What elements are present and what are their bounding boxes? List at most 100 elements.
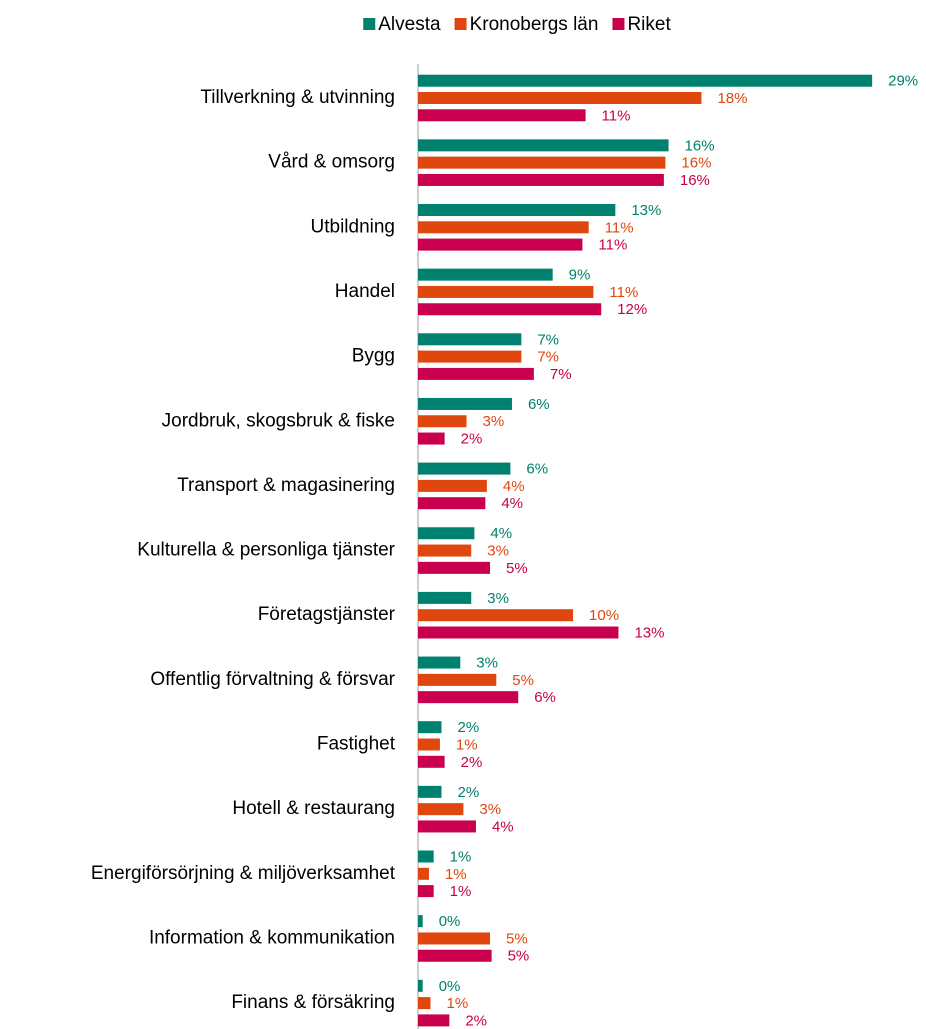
value-label: 4% — [503, 478, 525, 495]
category-label: Tillverkning & utvinning — [200, 87, 395, 108]
bar — [418, 609, 574, 622]
bar — [418, 204, 616, 216]
bar — [418, 268, 553, 281]
legend-swatch — [454, 18, 467, 30]
value-label: 2% — [465, 1012, 487, 1029]
category-label: Kulturella & personliga tjänster — [137, 540, 395, 561]
category-label: Offentlig förvaltning & försvar — [150, 669, 395, 690]
bar — [418, 691, 519, 704]
value-label: 3% — [487, 590, 509, 607]
value-label: 1% — [450, 848, 472, 865]
bar — [418, 156, 666, 169]
legend-label: Riket — [627, 14, 671, 35]
value-label: 2% — [461, 431, 483, 448]
category-label: Bygg — [352, 346, 395, 367]
value-label: 3% — [476, 655, 498, 672]
category-label: Fastighet — [317, 734, 396, 755]
value-label: 16% — [680, 172, 710, 189]
bar — [418, 1014, 450, 1027]
value-label: 6% — [534, 689, 556, 706]
bar — [418, 303, 602, 316]
value-label: 5% — [508, 948, 530, 965]
bar — [418, 867, 429, 880]
value-label: 5% — [506, 560, 528, 577]
value-label: 7% — [550, 366, 572, 383]
value-label: 9% — [569, 267, 591, 284]
legend-label: Kronobergs län — [470, 14, 599, 35]
category-label: Energiförsörjning & miljöverksamhet — [91, 863, 396, 884]
value-label: 4% — [501, 495, 523, 512]
bar — [418, 238, 583, 251]
value-label: 29% — [888, 73, 918, 90]
value-label: 0% — [439, 913, 461, 930]
value-label: 6% — [528, 396, 550, 413]
value-label: 2% — [461, 754, 483, 771]
bar — [418, 139, 669, 152]
bar — [418, 497, 486, 510]
category-label: Finans & försäkring — [231, 992, 395, 1013]
bar — [418, 527, 475, 540]
value-label: 7% — [537, 349, 559, 366]
value-label: 1% — [447, 995, 469, 1012]
bar — [418, 462, 511, 475]
bar — [418, 915, 423, 928]
bar — [418, 803, 464, 816]
value-label: 10% — [589, 607, 619, 624]
value-label: 6% — [526, 461, 548, 478]
bar — [418, 885, 434, 898]
bar — [418, 285, 594, 298]
value-label: 4% — [490, 525, 512, 542]
bar — [418, 74, 873, 87]
value-label: 4% — [492, 818, 514, 835]
value-label: 11% — [602, 107, 631, 124]
bar — [418, 109, 586, 122]
value-label: 3% — [487, 543, 509, 560]
value-label: 11% — [605, 219, 634, 236]
bar — [418, 755, 445, 768]
value-label: 12% — [617, 301, 647, 318]
value-label: 7% — [537, 331, 559, 348]
bar — [418, 932, 491, 945]
bar — [418, 561, 491, 574]
value-label: 5% — [512, 672, 534, 689]
bar — [418, 785, 442, 798]
bar — [418, 721, 442, 734]
legend-swatch — [612, 18, 625, 30]
value-label: 13% — [631, 202, 661, 219]
category-label: Handel — [335, 281, 395, 302]
category-label: Information & kommunikation — [149, 927, 395, 948]
value-label: 3% — [483, 413, 505, 430]
category-label: Vård & omsorg — [268, 152, 395, 173]
legend-label: Alvesta — [378, 14, 441, 35]
bar — [418, 92, 702, 104]
value-label: 2% — [457, 784, 479, 801]
bar — [418, 949, 492, 962]
bar — [418, 367, 534, 380]
value-label: 11% — [598, 237, 627, 254]
value-label: 16% — [685, 137, 715, 154]
bar — [418, 979, 423, 992]
bar — [418, 997, 431, 1010]
bar — [418, 591, 472, 604]
bar — [418, 350, 522, 363]
category-label: Hotell & restaurang — [232, 798, 395, 819]
bar — [418, 415, 467, 428]
bar — [418, 673, 497, 686]
category-label: Transport & magasinering — [177, 475, 395, 496]
category-label: Utbildning — [311, 216, 396, 237]
bar — [418, 820, 476, 833]
value-label: 13% — [634, 624, 664, 641]
bar — [418, 850, 434, 863]
bar — [418, 479, 487, 492]
value-label: 5% — [506, 930, 528, 947]
value-label: 1% — [456, 736, 478, 753]
bar — [418, 221, 589, 234]
bar — [418, 544, 472, 557]
bar — [418, 173, 664, 186]
value-label: 0% — [439, 978, 461, 995]
bar — [418, 656, 461, 669]
legend-swatch — [363, 18, 376, 30]
bar — [418, 397, 512, 410]
value-label: 16% — [681, 155, 711, 172]
